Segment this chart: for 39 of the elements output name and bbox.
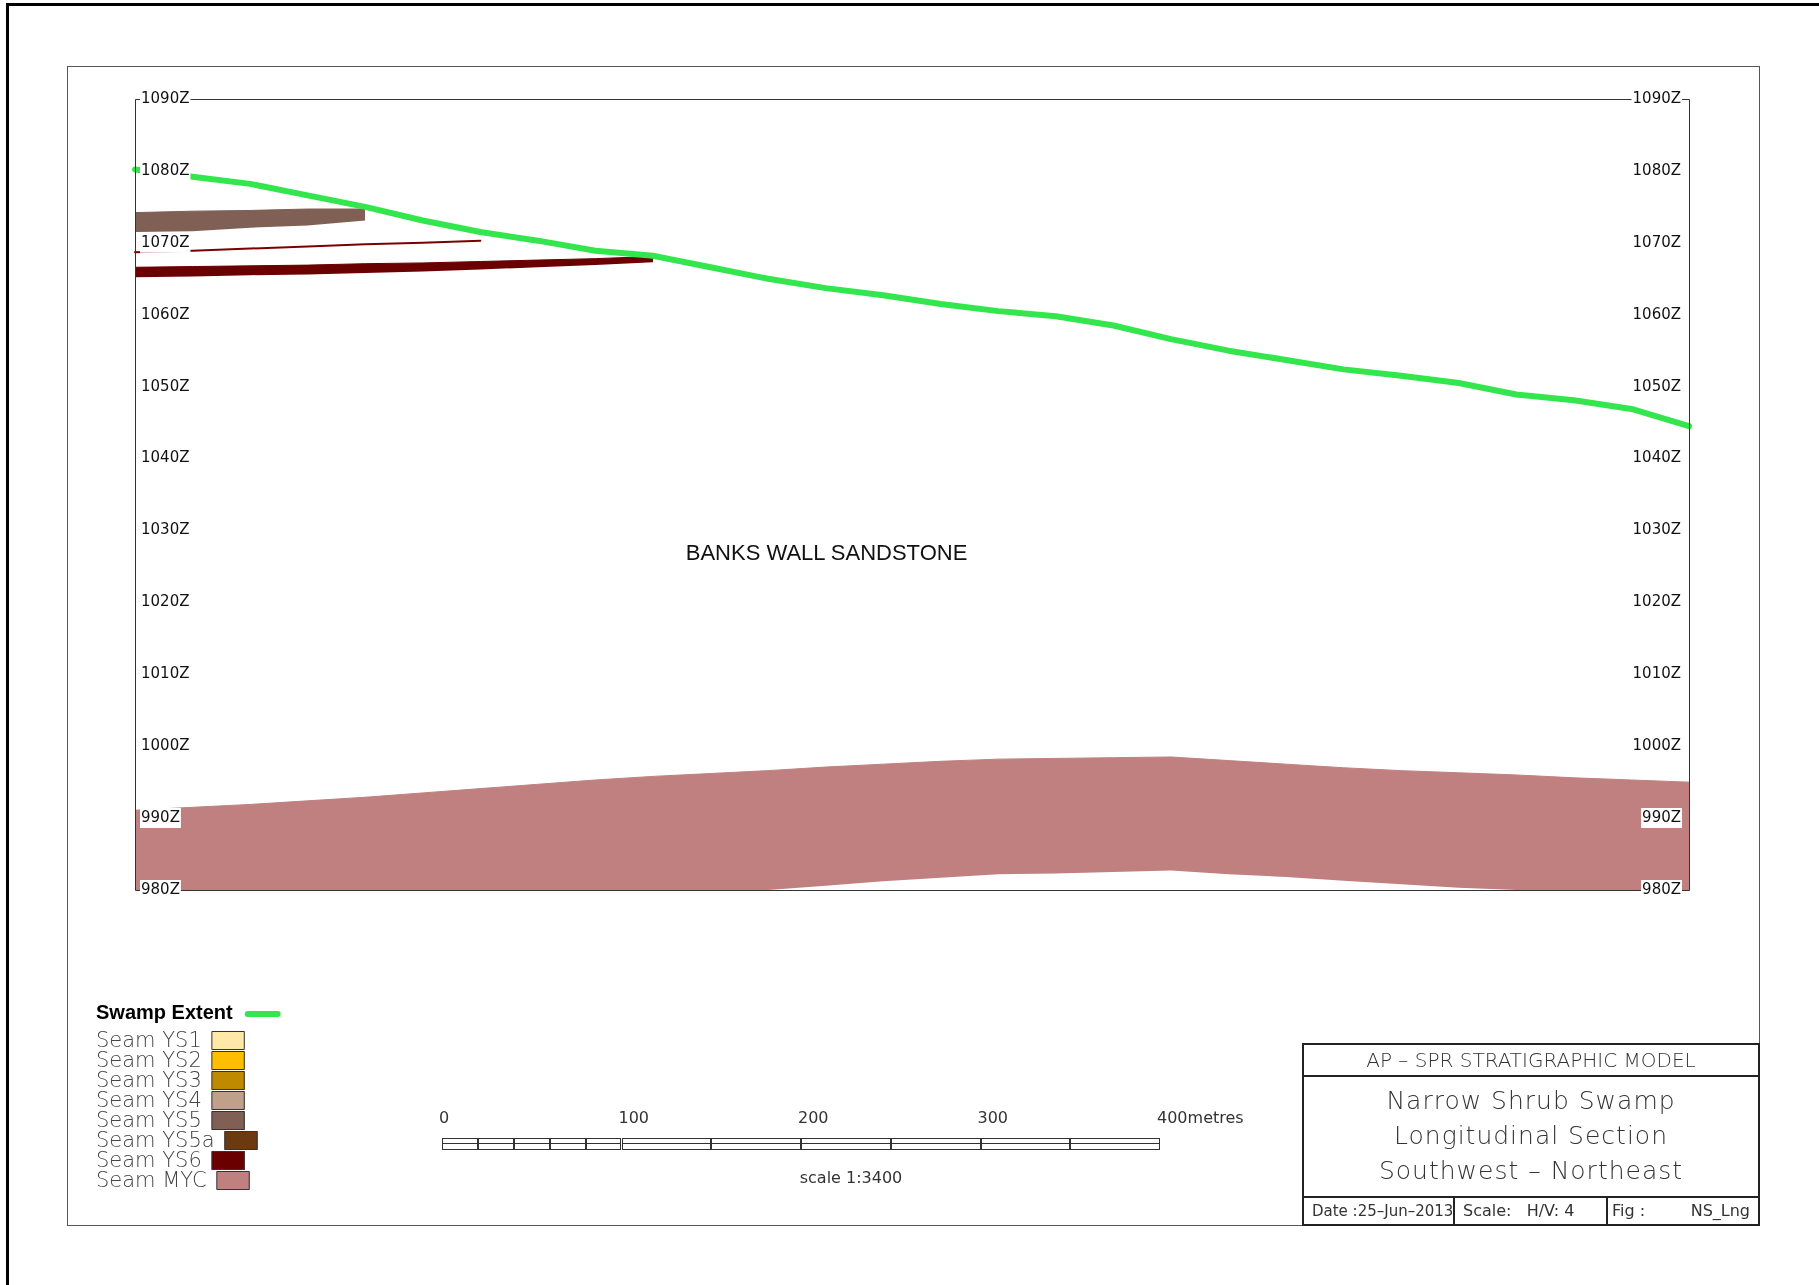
y2-tick-label: 1070Z xyxy=(1632,232,1681,251)
text: 300 xyxy=(977,1108,1009,1127)
y2-tick-label: 1050Z xyxy=(1632,376,1681,395)
text: Narrow Shrub Swamp xyxy=(1385,1085,1677,1117)
y-tick-label: 1090Z xyxy=(141,88,190,107)
text: 400metres xyxy=(1157,1108,1244,1127)
text: 200 xyxy=(798,1108,829,1127)
y-tick-label: 1040Z xyxy=(141,448,190,467)
text: NS_Lng xyxy=(1690,1200,1750,1222)
y-tick-label: 1060Z xyxy=(141,304,190,323)
y-tick-label: 1070Z xyxy=(141,232,190,251)
y2-tick-label: 1060Z xyxy=(1632,304,1681,323)
y-tick-label: 1080Z xyxy=(141,160,190,179)
y-tick-label: 1030Z xyxy=(141,520,190,539)
y2-tick-label: 1080Z xyxy=(1632,160,1681,179)
legend-label: Swamp Extent xyxy=(96,1000,234,1023)
y-tick-label: 1010Z xyxy=(141,664,190,683)
y-tick-label: 980Z xyxy=(141,879,180,898)
text: AP – SPR STRATIGRAPHIC MODEL xyxy=(1302,1043,1760,1077)
text: 100 xyxy=(618,1108,650,1127)
y2-tick-label: 980Z xyxy=(1642,879,1681,898)
y2-tick-label: 1000Z xyxy=(1632,736,1681,755)
y-tick-label: 1050Z xyxy=(141,376,190,395)
y2-tick-label: 1030Z xyxy=(1632,520,1681,539)
y2-tick-label: 990Z xyxy=(1642,807,1681,826)
text: scale 1:3400 xyxy=(798,1168,904,1187)
text: Scale: H/V: 4 xyxy=(1453,1196,1608,1226)
y2-tick-label: 1020Z xyxy=(1632,592,1681,611)
y-tick-label: 1000Z xyxy=(141,736,190,755)
text: 0 xyxy=(439,1108,450,1127)
text: Longitudinal Section Southwest – Northeast xyxy=(1377,1120,1685,1187)
annotation: BANKS WALL SANDSTONE xyxy=(685,539,968,565)
y-tick-label: 1020Z xyxy=(141,592,190,611)
y2-tick-label: 1010Z xyxy=(1632,664,1681,683)
text: Date :25–Jun–2013 xyxy=(1302,1196,1455,1226)
text: Fig : xyxy=(1612,1201,1646,1220)
y2-tick-label: 1040Z xyxy=(1632,448,1681,467)
y-tick-label: 990Z xyxy=(141,807,180,826)
y2-tick-label: 1090Z xyxy=(1632,88,1681,107)
